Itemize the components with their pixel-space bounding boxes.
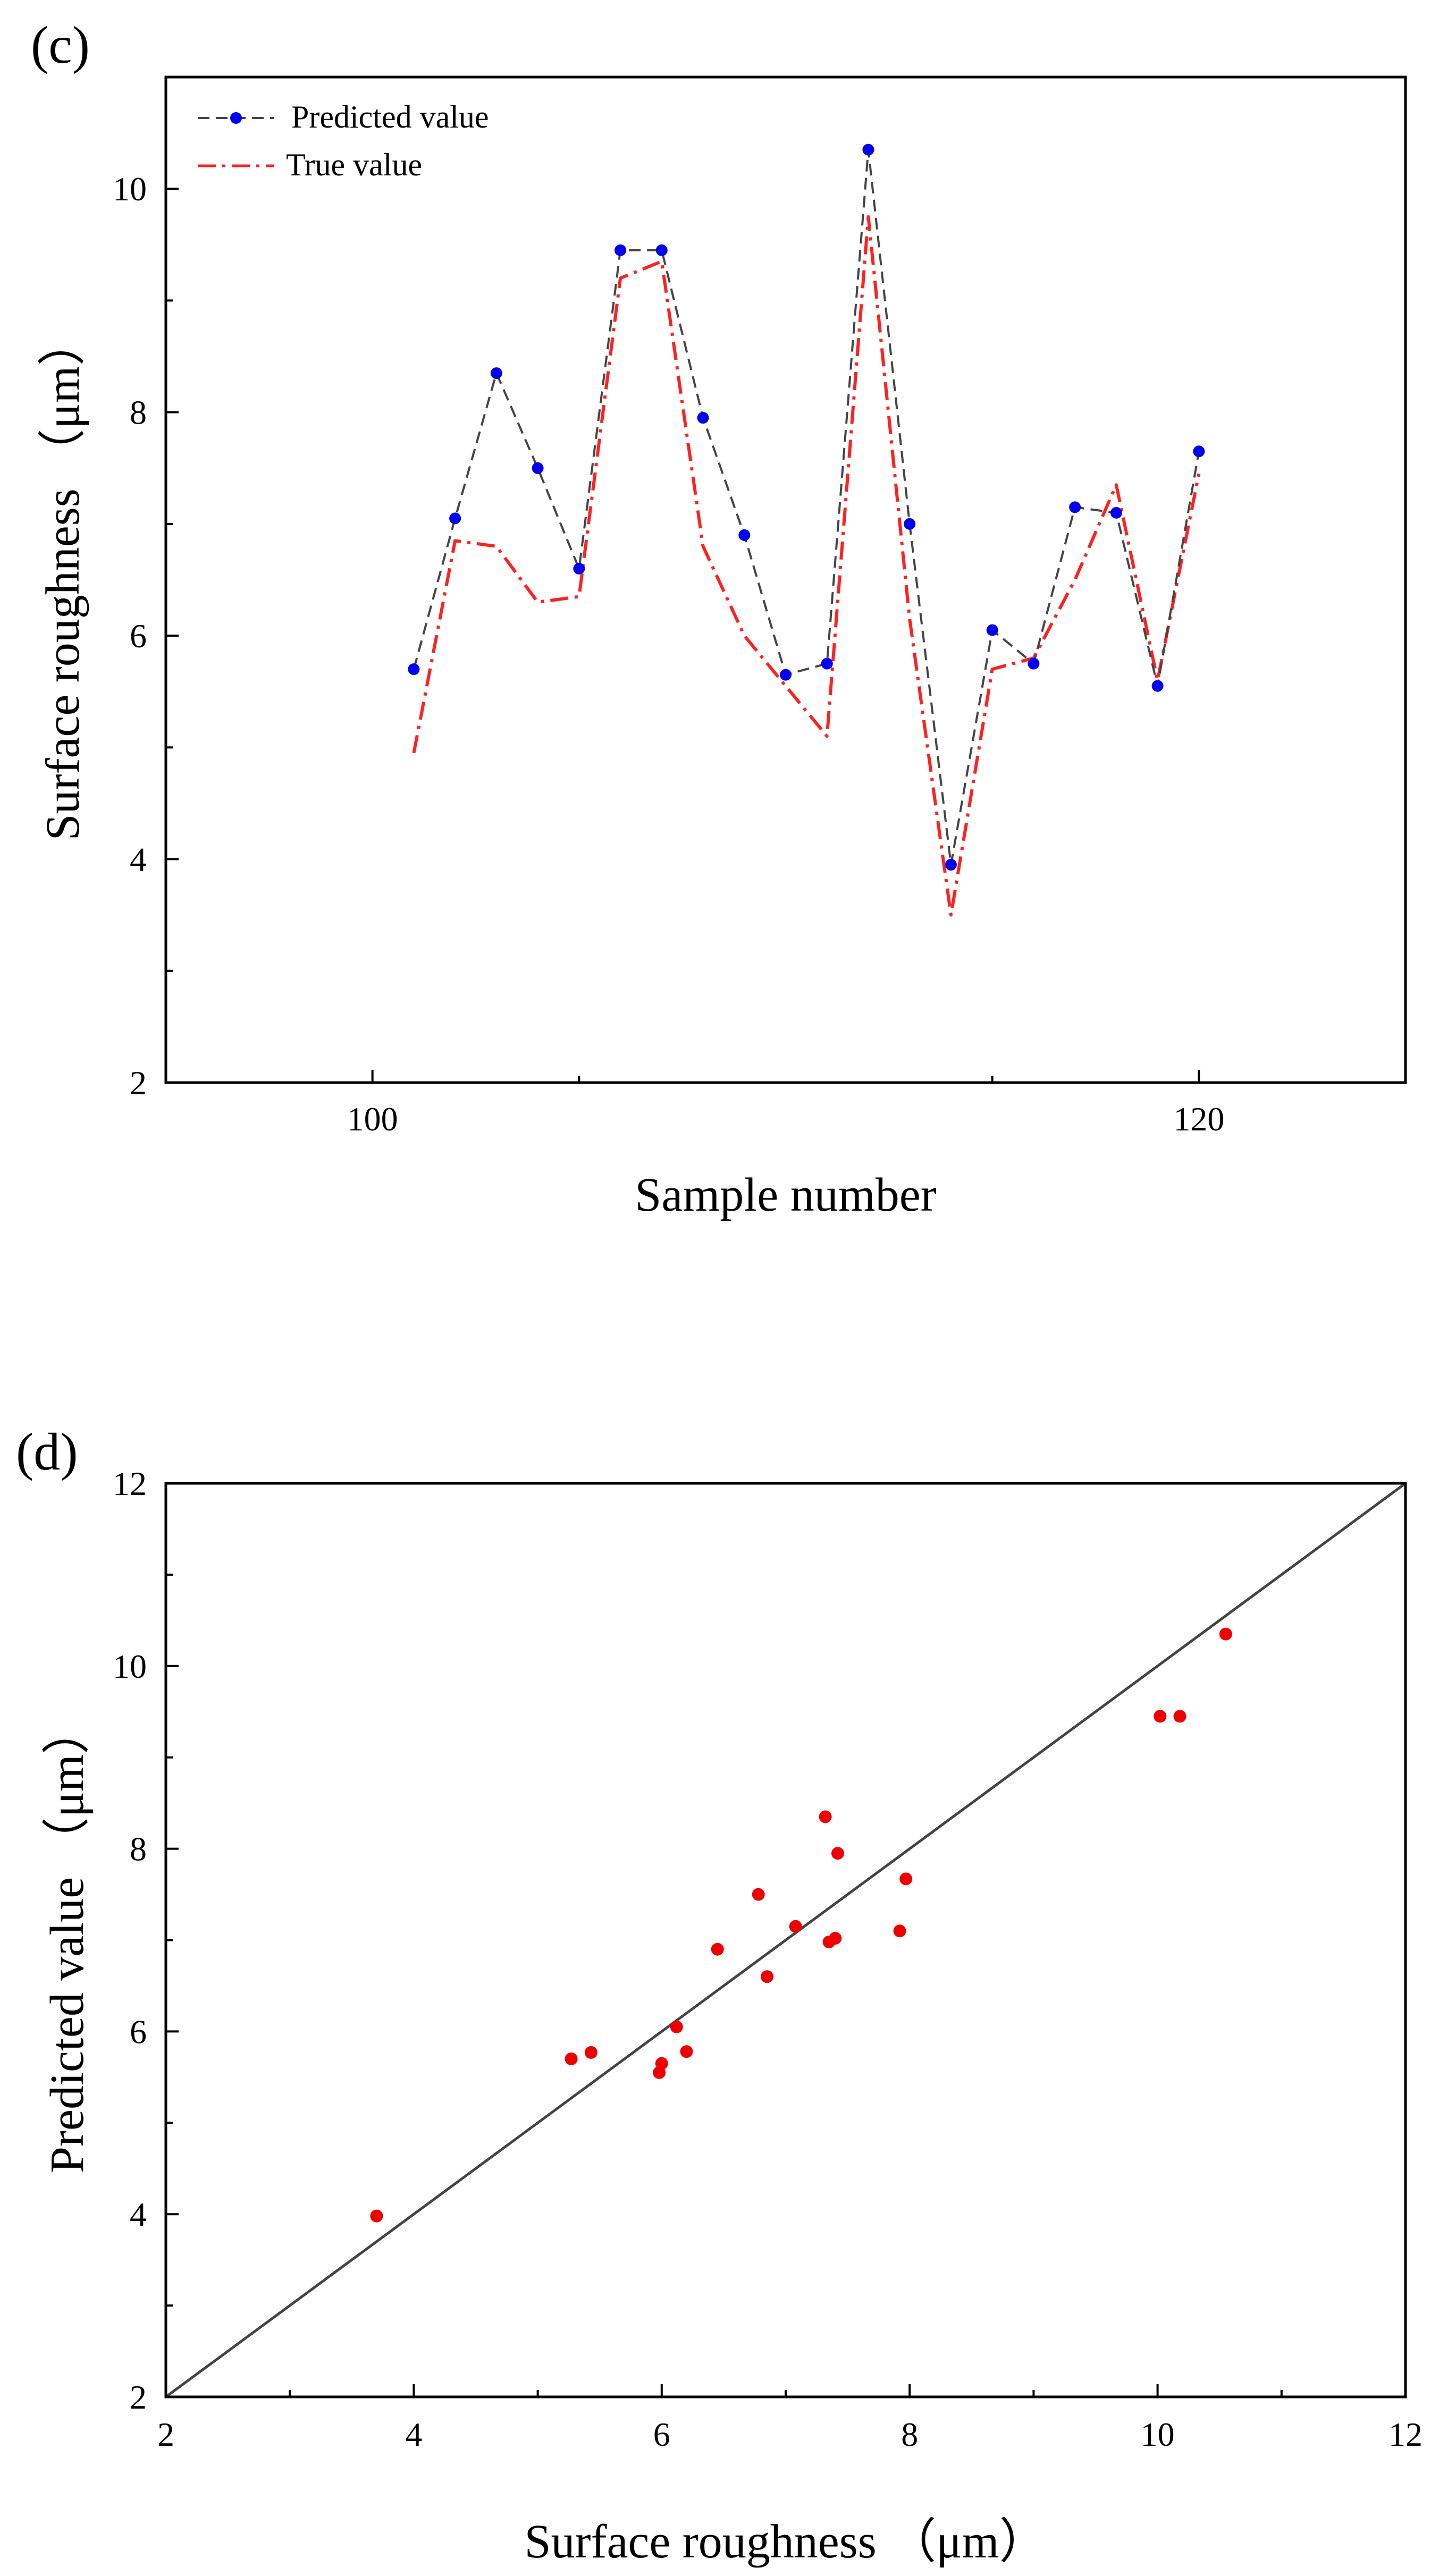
panel-c-x-tick-label: 120 <box>1173 1100 1224 1138</box>
panel-d-x-tick-label: 8 <box>901 2415 918 2453</box>
panel-d-x-tick-label: 2 <box>157 2415 174 2453</box>
panel-d-x-tick-label: 10 <box>1141 2415 1175 2453</box>
panel-d-x-tick-label: 4 <box>405 2415 422 2453</box>
scatter-point <box>370 2209 383 2223</box>
scatter-point <box>670 2020 683 2033</box>
panel-c-y-tick-label: 6 <box>130 617 147 655</box>
predicted-value-point <box>945 859 957 871</box>
scatter-point <box>829 1932 842 1945</box>
predicted-value-line <box>413 148 1200 866</box>
panel-d-y-tick-label: 12 <box>113 1465 147 1502</box>
scatter-point <box>899 1872 913 1886</box>
scatter-point <box>752 1888 765 1901</box>
panel-c-legend: Predicted value True value <box>198 99 489 182</box>
predicted-value-point <box>573 562 585 575</box>
predicted-value-point <box>738 529 751 541</box>
predicted-value-point <box>615 244 627 256</box>
panel-c-y-axis-title: Surface roughness （μm） <box>37 318 89 840</box>
predicted-value-point <box>1193 445 1205 458</box>
predicted-value-point <box>449 512 461 525</box>
panel-d-y-tick-label: 6 <box>130 2013 147 2050</box>
predicted-value-point <box>862 143 874 156</box>
panel-c-plot-frame <box>164 75 1407 1084</box>
panel-c-y-tick-label: 8 <box>130 394 147 432</box>
panel-c-label: (c) <box>31 15 90 74</box>
panel-c-y-tick-label: 2 <box>130 1064 147 1102</box>
predicted-value-point <box>408 663 420 675</box>
scatter-points <box>370 1627 1232 2223</box>
predicted-value-point <box>532 462 544 474</box>
predicted-value-point <box>1110 506 1122 519</box>
panel-d-axis-ticks: 2 4 6 8 10 12 2 4 6 8 10 12 <box>113 1465 1423 2453</box>
panel-d-x-axis-title: Surface roughness （μm） <box>524 2515 1047 2568</box>
scatter-point <box>789 1920 802 1933</box>
legend-predicted-marker <box>230 112 242 124</box>
panel-c-y-tick-label: 10 <box>113 170 147 208</box>
panel-d-plot-frame <box>164 1482 1407 2398</box>
legend-predicted-label: Predicted value <box>291 99 489 134</box>
panel-d-y-tick-label: 10 <box>113 1648 147 1685</box>
panel-d-y-tick-label: 8 <box>130 1830 147 1868</box>
predicted-value-point <box>1151 680 1164 692</box>
true-value-series <box>412 215 1201 917</box>
panel-d-scatter-chart: (d) 2 4 6 8 10 12 2 4 6 8 10 12 Surface roughness （… <box>16 1422 1423 2568</box>
scatter-point <box>1219 1627 1232 1641</box>
predicted-value-point <box>821 657 833 670</box>
scatter-point <box>1154 1710 1167 1723</box>
predicted-value-point <box>1069 501 1081 513</box>
scatter-point <box>565 2052 578 2065</box>
panel-c-x-axis-title: Sample number <box>635 1169 936 1221</box>
scatter-point <box>655 2057 668 2070</box>
panel-c-x-tick-label: 100 <box>347 1100 398 1138</box>
panel-d-y-axis-title: Predicted value （μm） <box>41 1707 94 2173</box>
predicted-value-point <box>1028 657 1040 670</box>
scatter-point <box>680 2045 693 2058</box>
scatter-point <box>819 1810 832 1823</box>
scatter-point <box>893 1924 906 1938</box>
predicted-value-point <box>490 367 502 379</box>
panel-c-y-tick-label: 4 <box>130 841 147 879</box>
identity-reference-line <box>165 1482 1407 2398</box>
scatter-point <box>761 1970 774 1983</box>
panel-c-line-chart: (c) 2 4 6 8 10 100 120 Predicted value True va… <box>31 15 1407 1221</box>
panel-d-y-tick-label: 2 <box>130 2378 147 2416</box>
predicted-value-series <box>408 143 1205 871</box>
panel-d-x-tick-label: 6 <box>653 2415 670 2453</box>
scatter-point <box>584 2046 597 2059</box>
predicted-value-point <box>780 669 792 681</box>
predicted-value-point <box>904 518 916 530</box>
panel-c-axis-ticks: 2 4 6 8 10 100 120 <box>113 170 1224 1138</box>
scatter-point <box>711 1942 724 1956</box>
true-value-line <box>412 215 1201 917</box>
panel-d-y-tick-label: 4 <box>130 2195 147 2233</box>
scatter-point <box>831 1847 844 1860</box>
predicted-value-point <box>986 624 998 636</box>
predicted-value-point <box>655 244 668 256</box>
predicted-value-point <box>697 412 709 424</box>
panel-d-x-tick-label: 12 <box>1388 2415 1423 2453</box>
legend-true-label: True value <box>286 147 422 182</box>
panel-d-label: (d) <box>16 1422 78 1481</box>
scatter-point <box>1173 1710 1186 1723</box>
